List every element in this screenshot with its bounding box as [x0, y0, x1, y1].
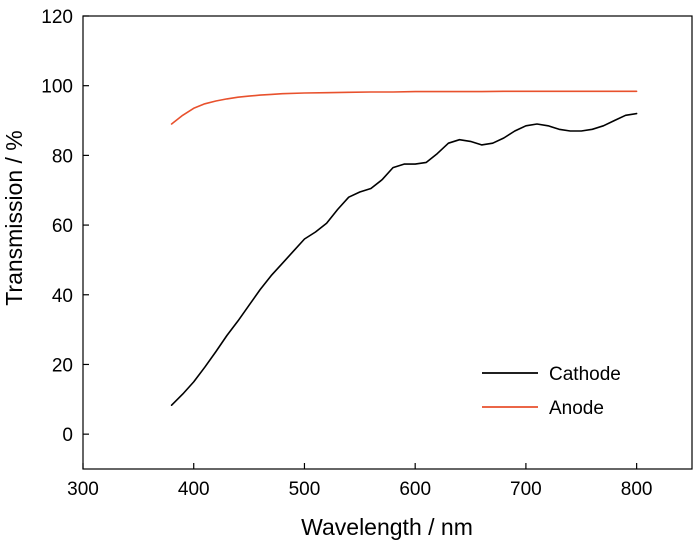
x-tick-label: 800	[621, 479, 653, 500]
plot-frame	[82, 15, 693, 470]
series-line-anode	[170, 90, 638, 125]
x-axis-ticks: 300 400 500 600 700 800	[67, 463, 652, 500]
x-tick-label: 500	[289, 479, 321, 500]
y-axis-ticks: 0 20 40 60 80 100 120	[41, 7, 89, 446]
plot-area	[82, 15, 693, 470]
x-axis-title: Wavelength / nm	[301, 514, 473, 540]
series-layer	[170, 90, 638, 407]
x-tick-label: 600	[399, 479, 431, 500]
y-tick-label: 100	[41, 77, 73, 98]
y-axis-title: Transmission / %	[1, 130, 27, 306]
y-tick-label: 0	[62, 425, 73, 446]
legend-label-cathode: Cathode	[549, 364, 621, 385]
x-tick-label: 300	[67, 479, 99, 500]
y-tick-label: 80	[52, 146, 73, 167]
y-tick-label: 40	[52, 286, 73, 307]
y-tick-label: 60	[52, 216, 73, 237]
series-line-cathode	[170, 112, 638, 407]
y-tick-label: 120	[41, 7, 73, 28]
legend: Cathode Anode	[482, 364, 621, 419]
y-tick-label: 20	[52, 355, 73, 376]
legend-label-anode: Anode	[549, 398, 604, 419]
x-tick-label: 400	[178, 479, 210, 500]
x-tick-label: 700	[510, 479, 542, 500]
